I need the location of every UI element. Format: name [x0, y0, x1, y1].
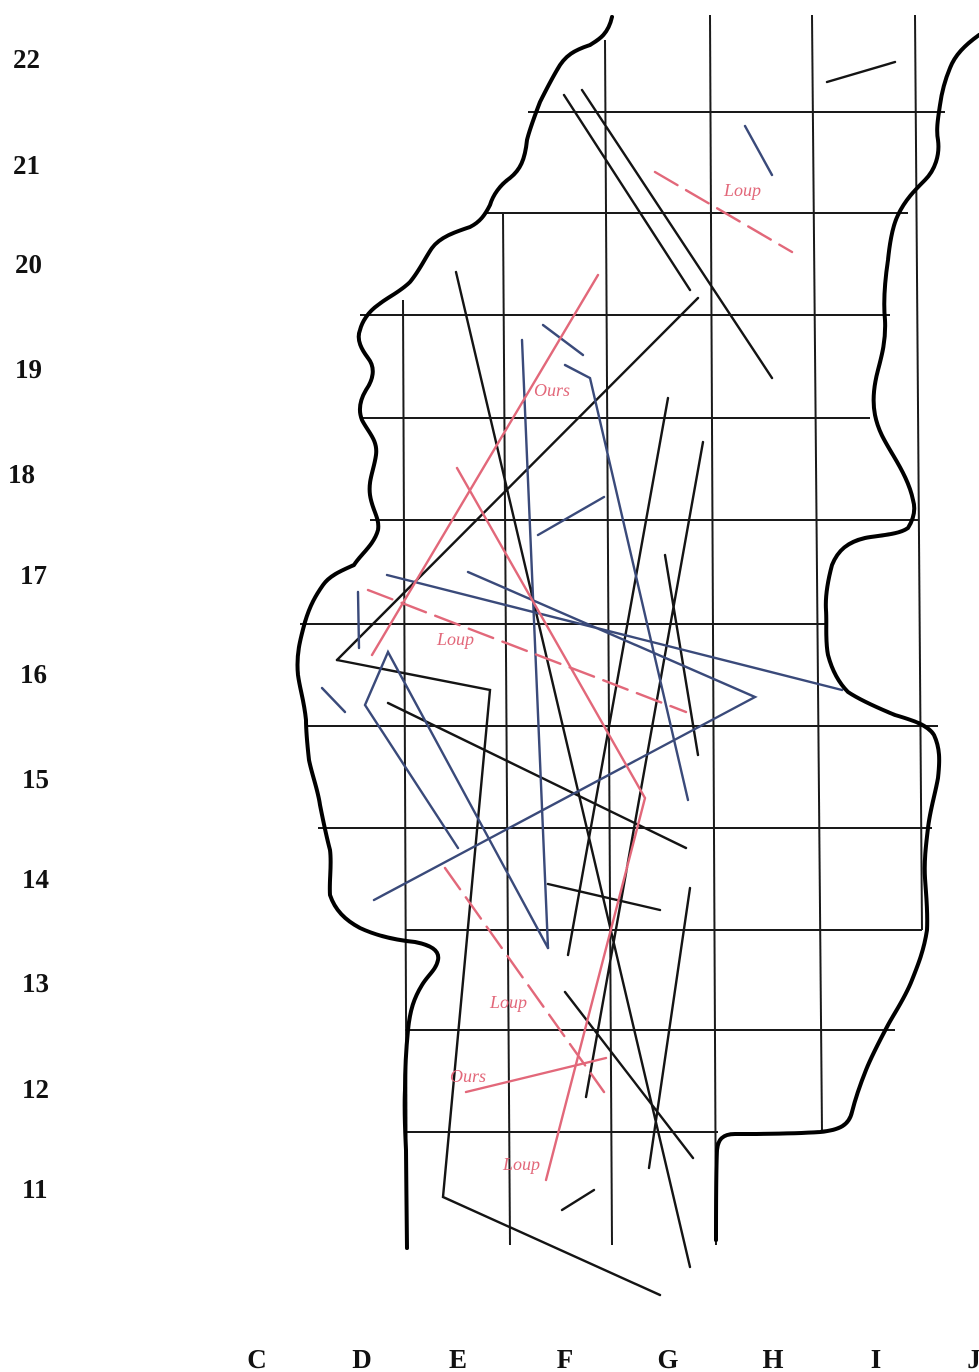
blue-segment [536, 495, 606, 537]
red-dashed-segments [366, 170, 794, 1094]
blue-segment [743, 124, 774, 177]
row-label: 21 [13, 150, 40, 180]
red-segment [455, 466, 647, 1182]
row-label: 14 [22, 864, 49, 894]
blue-segment [385, 573, 844, 692]
column-label: F [557, 1344, 574, 1372]
black-segment [663, 553, 700, 757]
grid-line [709, 14, 717, 1246]
black-segment [335, 296, 700, 662]
black-segments [335, 60, 897, 1297]
black-segment [563, 990, 695, 1160]
blue-segment [520, 338, 550, 950]
grid-line [811, 14, 823, 1133]
black-segment [825, 60, 897, 84]
column-label: H [762, 1344, 783, 1372]
row-label: 17 [20, 560, 47, 590]
grid-line [502, 212, 511, 1246]
row-label: 20 [15, 249, 42, 279]
column-label: J [967, 1344, 979, 1372]
column-label: D [352, 1344, 372, 1372]
red-dashed-segment [653, 170, 794, 254]
left-boundary [295, 15, 614, 1250]
blue-segment [541, 323, 585, 357]
line-label-loup: Loup [489, 992, 527, 1012]
row-label: 16 [20, 659, 47, 689]
row-label: 13 [22, 968, 49, 998]
line-label-ours: Ours [450, 1066, 486, 1086]
black-segment [647, 886, 692, 1170]
blue-segments [320, 124, 844, 950]
row-labels: 22 21 20 19 18 17 16 15 14 13 12 11 [8, 44, 49, 1204]
red-segment [370, 273, 600, 657]
column-label: I [871, 1344, 882, 1372]
blue-segment [563, 363, 690, 802]
black-segment [562, 93, 692, 292]
black-segment [386, 701, 688, 850]
line-label-loup: Loup [723, 180, 761, 200]
red-dashed-segment [366, 588, 688, 714]
site-outline [295, 15, 979, 1250]
line-label-ours: Ours [534, 380, 570, 400]
row-label: 18 [8, 459, 35, 489]
right-boundary [714, 33, 979, 1242]
line-label-loup: Loup [502, 1154, 540, 1174]
black-segment [580, 88, 774, 380]
black-segment [546, 882, 662, 912]
line-label-loup: Loup [436, 629, 474, 649]
row-label: 19 [15, 354, 42, 384]
column-label: G [657, 1344, 678, 1372]
black-segment [560, 1188, 596, 1212]
black-segment [566, 396, 670, 957]
row-label: 11 [22, 1174, 48, 1204]
red-dashed-segment [443, 866, 606, 1094]
grid [300, 14, 945, 1246]
blue-segment [320, 686, 347, 714]
grid-line [914, 14, 923, 931]
blue-segment [363, 649, 550, 950]
column-labels: C D E F G H I J [247, 1344, 979, 1372]
black-segment [454, 270, 692, 1269]
row-label: 12 [22, 1074, 49, 1104]
black-segment [584, 440, 705, 1099]
black-segment [335, 658, 662, 1297]
row-label: 15 [22, 764, 49, 794]
row-label: 22 [13, 44, 40, 74]
blue-segment [356, 590, 361, 650]
column-label: E [449, 1344, 467, 1372]
column-label: C [247, 1344, 267, 1372]
red-segment [464, 1056, 608, 1094]
blue-segment [372, 570, 758, 902]
line-labels: Loup Ours Loup Loup Ours Loup [436, 180, 761, 1174]
grid-line [604, 39, 613, 1246]
